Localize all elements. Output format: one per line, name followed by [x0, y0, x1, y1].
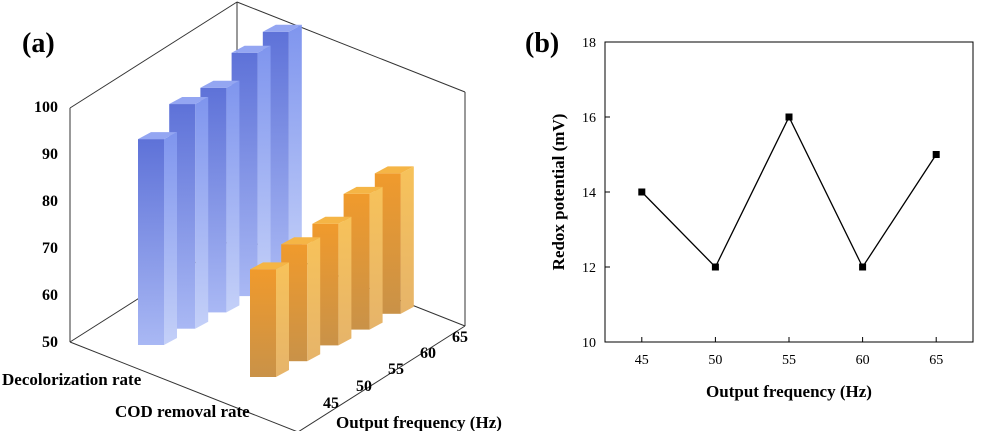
y-tick-label: 18: [582, 36, 596, 51]
x-axis-title: Output frequency (Hz): [706, 382, 872, 401]
frequency-axis-title: Output frequency (Hz): [336, 413, 502, 431]
z-tick-label: 80: [42, 193, 58, 210]
series-axis-label: Decolorization rate: [2, 370, 142, 389]
x-axis: 45 50 55 60 65: [635, 337, 943, 368]
bar: [343, 186, 383, 330]
z-tick-label: 70: [42, 240, 58, 257]
frequency-tick-label: 45: [323, 395, 339, 412]
bar-front: [250, 269, 276, 377]
z-tick-label: 50: [42, 334, 58, 351]
bars-3d: [138, 24, 414, 377]
bar-side: [257, 45, 271, 297]
bar-top: [374, 166, 414, 174]
bar-top: [281, 237, 321, 245]
bar: [262, 24, 302, 280]
x-tick-label: 60: [856, 353, 870, 368]
panel-b-label: (b): [525, 28, 559, 59]
y-axis: 10 12 14 16 18: [582, 36, 610, 351]
data-point: [638, 188, 646, 196]
bar-top: [200, 80, 240, 88]
bar-top: [231, 45, 271, 53]
x-tick-label: 45: [635, 353, 649, 368]
bar: [250, 262, 289, 377]
frequency-tick-label: 65: [452, 329, 468, 346]
frequency-tick-label: 55: [388, 361, 404, 378]
series-polyline: [641, 115, 937, 269]
bar-side: [195, 97, 209, 329]
z-tick-label: 90: [42, 146, 58, 163]
y-tick-label: 12: [582, 261, 596, 276]
bar-side: [400, 166, 414, 314]
x-tick-label: 55: [782, 353, 796, 368]
data-point: [859, 263, 867, 271]
bar-side: [307, 237, 321, 362]
z-tick-label: 100: [34, 99, 58, 116]
data-point: [785, 113, 793, 121]
bar-top: [343, 186, 383, 194]
bar-side: [276, 262, 289, 377]
bar: [138, 132, 177, 345]
series-axis-label: COD removal rate: [115, 402, 250, 421]
bar-side: [226, 80, 240, 313]
bar-top: [262, 24, 302, 32]
z-tick-label: 60: [42, 287, 58, 304]
bar-top: [138, 132, 177, 140]
data-point: [932, 151, 940, 158]
bar-top: [250, 262, 289, 270]
bar-top: [312, 216, 352, 224]
frequency-tick-label: 60: [420, 345, 436, 362]
z-axis: 50 60 70 80 90 100: [34, 99, 58, 351]
y-tick-label: 10: [582, 336, 596, 351]
frequency-tick-label: 50: [356, 378, 372, 395]
plot-frame: [604, 41, 974, 343]
x-tick-label: 50: [708, 353, 722, 368]
data-point: [711, 263, 719, 271]
panel-a-label: (a): [22, 28, 55, 59]
panel-b: (b) 10 12 14 16 18 45 50 55 60 65 Redox potentia…: [525, 28, 974, 401]
y-tick-label: 14: [582, 186, 596, 201]
bar-front: [138, 139, 164, 345]
y-axis-title: Redox potential (mV): [549, 114, 568, 271]
frequency-axis: 45 50 55 60 65: [323, 329, 468, 412]
y-tick-label: 16: [582, 111, 596, 126]
bar-side: [369, 186, 383, 330]
bar-side: [164, 132, 177, 345]
bar-side: [288, 24, 302, 280]
bar-top: [169, 97, 209, 105]
x-tick-label: 65: [929, 353, 943, 368]
series-line: [638, 113, 940, 271]
panel-a: (a) 50 60 70 80 90 100 Decolorization ra…: [2, 1, 502, 431]
bar-side: [338, 216, 352, 346]
